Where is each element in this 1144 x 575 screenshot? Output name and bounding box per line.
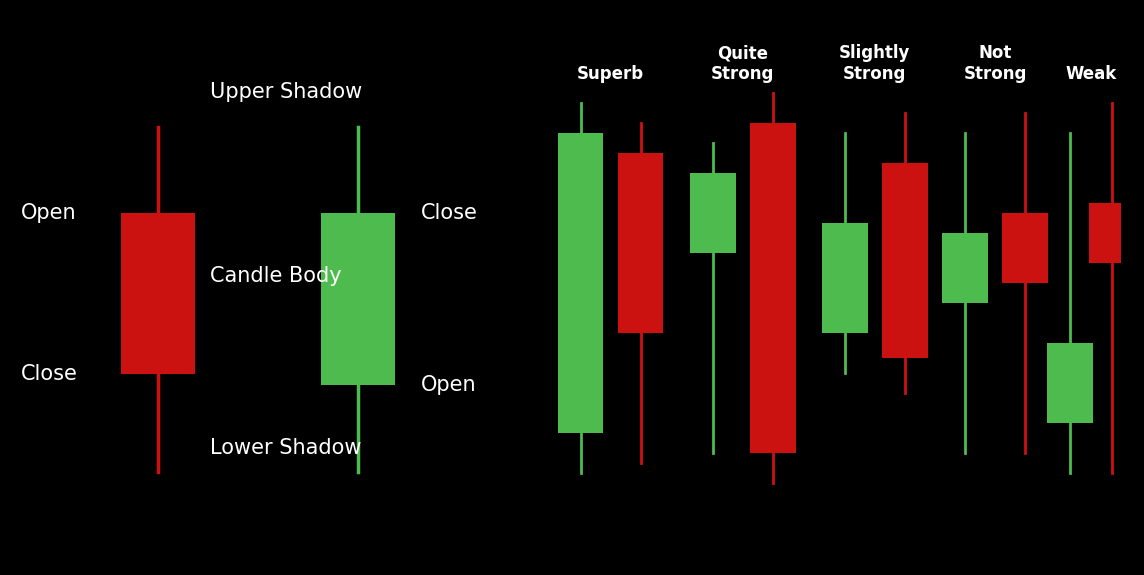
Text: Lower Shadow: Lower Shadow <box>210 439 362 458</box>
Bar <box>1089 203 1135 263</box>
Text: Superb: Superb <box>577 65 644 83</box>
Bar <box>558 133 603 433</box>
Bar <box>882 163 928 358</box>
Bar <box>1047 343 1093 423</box>
Text: Weak: Weak <box>1065 65 1117 83</box>
Text: Upper Shadow: Upper Shadow <box>210 82 363 102</box>
Bar <box>618 153 664 333</box>
Bar <box>823 223 867 333</box>
Text: Open: Open <box>21 203 77 223</box>
Bar <box>690 173 736 253</box>
Text: Not
Strong: Not Strong <box>963 44 1026 83</box>
Bar <box>943 233 987 303</box>
Text: Close: Close <box>421 203 478 223</box>
Text: Candle Body: Candle Body <box>210 266 342 286</box>
Bar <box>1002 213 1048 283</box>
Bar <box>321 213 395 385</box>
Text: Quite
Strong: Quite Strong <box>712 44 774 83</box>
Text: Slightly
Strong: Slightly Strong <box>840 44 911 83</box>
Text: Close: Close <box>21 364 78 384</box>
Text: Open: Open <box>421 375 477 395</box>
Bar <box>750 123 795 453</box>
Bar <box>121 213 194 374</box>
